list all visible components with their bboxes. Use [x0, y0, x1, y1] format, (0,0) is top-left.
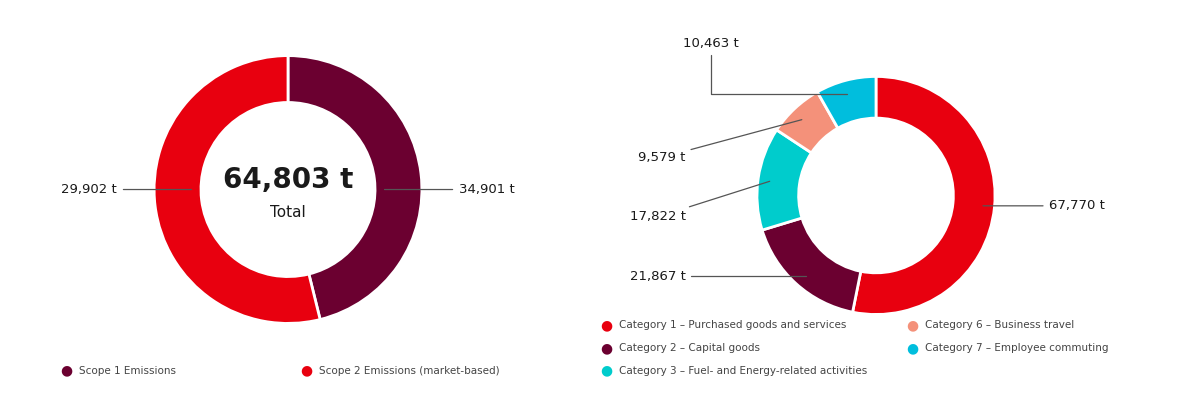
Text: 17,822 t: 17,822 t	[630, 181, 769, 223]
Text: 64,803 t: 64,803 t	[223, 166, 353, 194]
Text: ●: ●	[906, 318, 918, 332]
Wedge shape	[762, 218, 860, 312]
Wedge shape	[757, 130, 811, 230]
Text: 10,463 t: 10,463 t	[683, 37, 846, 94]
Wedge shape	[288, 56, 422, 320]
Text: Scope 1 Emissions: Scope 1 Emissions	[79, 366, 176, 376]
Text: ●: ●	[600, 364, 612, 378]
Text: Category 3 – Fuel- and Energy-related activities: Category 3 – Fuel- and Energy-related ac…	[619, 366, 868, 376]
Text: 67,770 t: 67,770 t	[983, 199, 1104, 212]
Text: ●: ●	[906, 341, 918, 355]
Text: 9,579 t: 9,579 t	[638, 119, 802, 164]
Text: ●: ●	[300, 364, 312, 378]
Text: ●: ●	[600, 318, 612, 332]
Text: ●: ●	[600, 341, 612, 355]
Text: Category 1 – Purchased goods and services: Category 1 – Purchased goods and service…	[619, 321, 846, 330]
Text: Category 7 – Employee commuting: Category 7 – Employee commuting	[925, 343, 1109, 353]
Wedge shape	[154, 56, 320, 323]
Text: 21,867 t: 21,867 t	[630, 270, 805, 283]
Text: Total: Total	[270, 205, 306, 220]
Text: Scope 2 Emissions (market-based): Scope 2 Emissions (market-based)	[319, 366, 500, 376]
Wedge shape	[776, 92, 838, 153]
Wedge shape	[817, 77, 876, 128]
Text: 29,902 t: 29,902 t	[61, 183, 116, 196]
Text: Category 6 – Business travel: Category 6 – Business travel	[925, 321, 1074, 330]
Text: 34,901 t: 34,901 t	[460, 183, 515, 196]
Wedge shape	[852, 77, 995, 314]
Text: ●: ●	[60, 364, 72, 378]
Text: Category 2 – Capital goods: Category 2 – Capital goods	[619, 343, 761, 353]
